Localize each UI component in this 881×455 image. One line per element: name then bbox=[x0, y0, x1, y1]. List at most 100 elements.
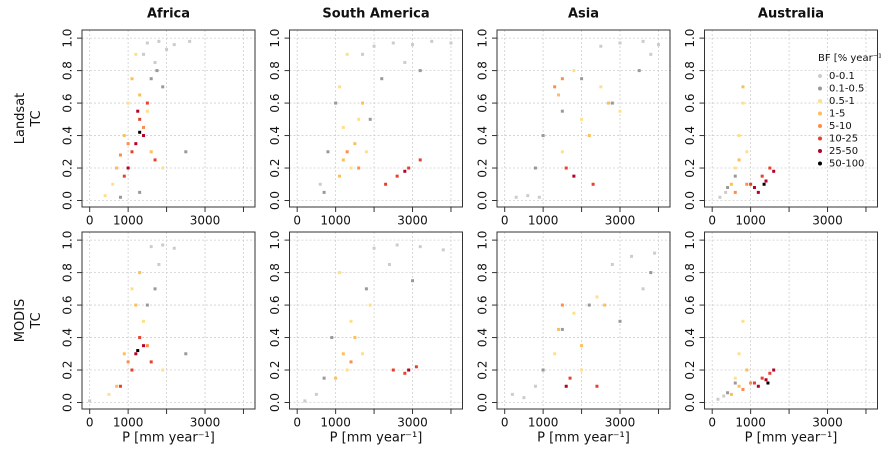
point bbox=[591, 182, 595, 186]
point bbox=[541, 134, 545, 138]
point bbox=[122, 352, 126, 356]
point bbox=[756, 190, 760, 194]
point bbox=[353, 336, 357, 340]
legend-marker bbox=[818, 99, 822, 103]
y-tick-label: 1.0 bbox=[61, 29, 75, 48]
y-tick-label: 0.2 bbox=[61, 360, 75, 379]
point bbox=[172, 43, 176, 47]
point bbox=[145, 101, 149, 105]
point bbox=[326, 150, 330, 154]
point bbox=[118, 195, 122, 199]
point bbox=[357, 117, 361, 121]
legend-label: 1-5 bbox=[829, 109, 845, 120]
point bbox=[403, 169, 407, 173]
y-tick-label: 0.6 bbox=[268, 296, 282, 315]
point bbox=[752, 186, 756, 190]
point bbox=[733, 166, 737, 170]
point bbox=[557, 93, 561, 97]
plot-frame bbox=[289, 29, 463, 208]
y-axis-label: MODISTC bbox=[13, 299, 44, 343]
point bbox=[729, 182, 733, 186]
x-tick-label: 3000 bbox=[397, 416, 428, 430]
point bbox=[136, 349, 140, 353]
point bbox=[716, 397, 720, 401]
point bbox=[395, 243, 399, 247]
point bbox=[722, 394, 726, 398]
point bbox=[142, 125, 146, 129]
point bbox=[741, 319, 745, 323]
plot-frame bbox=[704, 29, 878, 208]
point bbox=[372, 246, 376, 250]
point bbox=[149, 245, 153, 249]
point bbox=[749, 381, 753, 385]
y-tick-label: 1.0 bbox=[476, 29, 490, 48]
x-tick-label: 0 bbox=[501, 416, 509, 430]
x-tick-label: 3000 bbox=[397, 214, 428, 228]
point bbox=[737, 384, 741, 388]
point bbox=[130, 150, 134, 154]
point bbox=[157, 262, 161, 266]
point bbox=[618, 41, 622, 45]
point bbox=[341, 158, 345, 162]
y-tick-label: 0.8 bbox=[683, 263, 697, 282]
point bbox=[762, 182, 766, 186]
point bbox=[161, 85, 165, 89]
legend-label: 0.5-1 bbox=[829, 96, 855, 107]
plot-frame bbox=[496, 29, 671, 208]
point bbox=[364, 287, 368, 291]
point bbox=[414, 365, 418, 369]
point bbox=[145, 109, 149, 113]
x-axis-label: P [mm year⁻¹] bbox=[122, 431, 215, 446]
y-tick-label: 0.8 bbox=[476, 263, 490, 282]
point bbox=[756, 384, 760, 388]
point bbox=[760, 376, 764, 380]
y-tick-label: 0.6 bbox=[476, 296, 490, 315]
point bbox=[618, 109, 622, 113]
point bbox=[749, 182, 753, 186]
point bbox=[134, 142, 138, 146]
point bbox=[522, 396, 526, 400]
y-tick-label: 0.4 bbox=[476, 328, 490, 347]
legend-label: 25-50 bbox=[829, 146, 858, 157]
point bbox=[134, 352, 138, 356]
point bbox=[172, 246, 176, 250]
point bbox=[161, 368, 165, 372]
point bbox=[733, 381, 737, 385]
plot-frame bbox=[81, 29, 256, 208]
point bbox=[165, 47, 169, 51]
point bbox=[380, 77, 384, 81]
legend-label: 50-100 bbox=[829, 159, 864, 170]
x-tick-label: 0 bbox=[86, 416, 94, 430]
panel-title: Asia bbox=[568, 7, 599, 22]
point bbox=[184, 150, 188, 154]
x-tick-label: 0 bbox=[501, 214, 509, 228]
x-tick-label: 0 bbox=[293, 214, 301, 228]
point bbox=[115, 384, 119, 388]
point bbox=[737, 352, 741, 356]
point bbox=[418, 158, 422, 162]
point bbox=[541, 368, 545, 372]
point bbox=[88, 399, 92, 403]
point bbox=[737, 134, 741, 138]
point bbox=[122, 174, 126, 178]
x-tick-label: 1000 bbox=[320, 416, 351, 430]
point bbox=[345, 52, 349, 56]
point bbox=[314, 392, 318, 396]
point bbox=[599, 44, 603, 48]
point bbox=[649, 271, 653, 275]
point bbox=[449, 41, 453, 45]
point bbox=[188, 39, 192, 43]
x-tick-label: 1000 bbox=[320, 214, 351, 228]
y-tick-label: 0.0 bbox=[683, 191, 697, 210]
y-tick-label: 0.0 bbox=[268, 191, 282, 210]
point bbox=[161, 243, 165, 247]
point bbox=[145, 303, 149, 307]
point bbox=[318, 182, 322, 186]
point bbox=[610, 262, 614, 266]
point bbox=[142, 52, 146, 56]
point bbox=[553, 352, 557, 356]
point bbox=[514, 195, 518, 199]
x-tick-label: 0 bbox=[708, 214, 716, 228]
legend-label: 0.1-0.5 bbox=[829, 84, 864, 95]
point bbox=[553, 85, 557, 89]
